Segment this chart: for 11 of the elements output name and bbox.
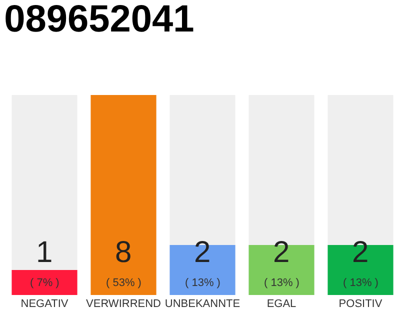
data-label: 2 ( 13% ) [185,236,220,289]
data-label: 2 ( 13% ) [343,236,378,289]
x-tick-label: EGAL [266,298,296,310]
x-tick-label: UNBEKANNTE [164,298,240,310]
x-tick-label: NEGATIV [20,298,69,310]
data-label: 8 ( 53% ) [106,236,142,289]
x-tick-label: VERWIRREND [86,298,162,310]
data-label: 2 ( 13% ) [264,236,300,289]
chart-title: 089652041 [4,0,194,40]
data-label: 1 ( 7% ) [30,236,60,289]
x-tick-label: POSITIV [338,298,383,310]
